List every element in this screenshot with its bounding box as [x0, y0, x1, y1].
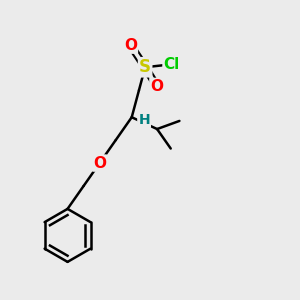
Text: H: H — [138, 113, 150, 127]
Text: S: S — [139, 58, 151, 76]
Text: Cl: Cl — [164, 57, 180, 72]
Text: O: O — [124, 38, 137, 53]
Text: O: O — [150, 79, 164, 94]
Text: O: O — [93, 156, 106, 171]
